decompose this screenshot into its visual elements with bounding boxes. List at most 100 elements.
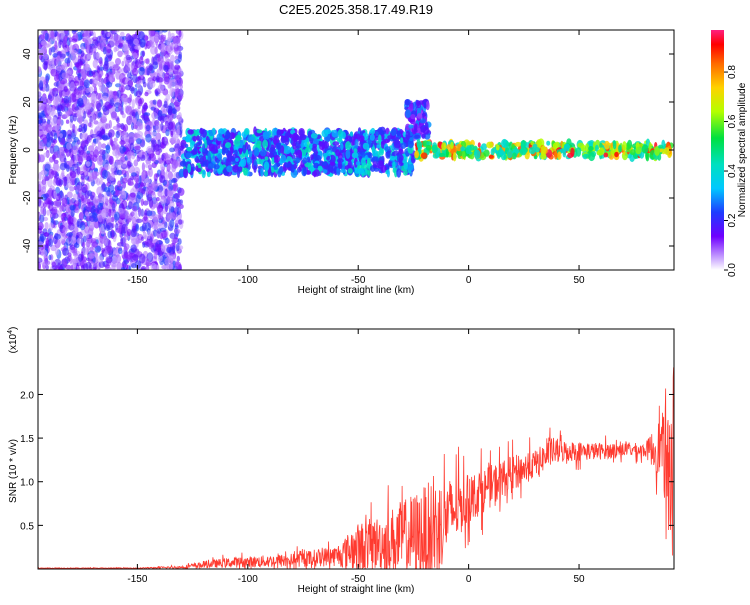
spectrogram-cell [101, 134, 109, 140]
spectrogram-cell [414, 134, 421, 139]
spectrogram-cell [150, 45, 157, 55]
spectrogram-cell [156, 68, 164, 78]
spectrogram-cell [312, 137, 319, 146]
spectrogram-cell [298, 149, 302, 159]
spectrogram-cell [169, 219, 175, 228]
spectrogram-cell [377, 134, 382, 144]
spectrogram-cell [176, 255, 180, 262]
spectrogram-cell [63, 216, 68, 221]
spectrogram-cell [141, 171, 146, 180]
spectrogram-cell [51, 206, 58, 216]
spectrogram-cell [400, 142, 407, 149]
spectrogram-x-axis-label: Height of straight line (km) [298, 285, 415, 296]
spectrogram-cell [132, 239, 137, 245]
spectrogram-cell [68, 198, 73, 204]
spectrogram-cell [54, 40, 58, 51]
spectrogram-cell [53, 30, 58, 37]
spectrogram-cell [148, 164, 152, 171]
spectrogram-cell [263, 161, 270, 172]
spectrogram-cell [121, 169, 127, 176]
spectrogram-cell [409, 103, 414, 109]
spectrogram-y-ticks: -40 -20 0 20 40 [22, 48, 674, 253]
spectrogram-cell [173, 101, 179, 106]
spectrogram-cell [73, 80, 80, 86]
spectrogram-cell [84, 190, 90, 199]
spectrogram-cell [50, 30, 54, 39]
spectrogram-cell [76, 231, 83, 240]
y-tick-label: 1.0 [20, 478, 34, 489]
spectrogram-cell [72, 30, 79, 33]
spectrogram-cell [102, 154, 106, 161]
spectrogram-cell [125, 84, 131, 91]
spectrogram-cell [96, 156, 104, 166]
spectrogram-cell [361, 151, 366, 159]
spectrogram-cell [150, 131, 157, 136]
spectrogram-cell [141, 222, 147, 232]
spectrogram-cell [54, 97, 59, 106]
spectrogram-cell [359, 135, 365, 143]
spectrogram-cell [94, 72, 99, 81]
spectrogram-cell [322, 169, 328, 174]
spectrogram-cell [460, 146, 465, 152]
spectrogram-cell [116, 117, 120, 124]
spectrogram-cell [559, 148, 566, 154]
snr-y-multiplier-close: ) [8, 327, 19, 330]
spectrogram-cell [50, 46, 56, 53]
spectrogram-cell [74, 88, 80, 96]
spectrogram-cell [164, 257, 170, 266]
spectrogram-cell [102, 63, 109, 72]
spectrogram-cell [70, 208, 75, 217]
spectrogram-cell [157, 57, 161, 62]
spectrogram-cell [152, 56, 159, 66]
spectrogram-cell [225, 158, 231, 168]
spectrogram-cell [557, 151, 562, 160]
spectrogram-cell [39, 49, 45, 55]
spectrogram-cell [386, 150, 391, 157]
spectrogram-cell [136, 81, 142, 90]
spectrogram-cell [55, 125, 60, 131]
spectrogram-cell [253, 164, 257, 173]
spectrogram-cell [111, 106, 116, 112]
spectrogram-cell [108, 155, 114, 165]
spectrogram-cell [174, 43, 178, 48]
x-tick-label: -100 [238, 275, 258, 286]
spectrogram-cell [488, 154, 494, 159]
spectrogram-cell [133, 132, 138, 142]
spectrogram-cell [277, 169, 282, 178]
spectrogram-cell [242, 144, 247, 154]
spectrogram-cell [138, 207, 142, 217]
spectrogram-cell [66, 232, 73, 237]
spectrogram-cell [159, 175, 166, 184]
spectrogram-cell [88, 122, 92, 128]
spectrogram-cell [157, 84, 165, 94]
spectrogram-cell [167, 121, 174, 130]
spectrogram-cell [157, 189, 163, 198]
spectrogram-cell [284, 162, 291, 168]
spectrogram-cell [44, 222, 49, 230]
spectrogram-cell [171, 238, 177, 243]
spectrogram-cell [185, 135, 191, 143]
spectrogram-cell [65, 119, 70, 124]
spectrogram-cell [140, 267, 146, 270]
spectrogram-cell [126, 151, 132, 160]
spectrogram-cell [92, 31, 96, 40]
spectrogram-cell [495, 144, 500, 151]
spectrogram-cell [505, 140, 509, 147]
spectrogram-cell [134, 260, 142, 269]
spectrogram-cell [164, 188, 168, 197]
spectrogram-cell [76, 237, 81, 245]
spectrogram-cell [425, 145, 432, 151]
spectrogram-cell [42, 41, 48, 46]
spectrogram-cell [349, 131, 354, 137]
spectrogram-cell [135, 236, 141, 245]
spectrogram-cell [313, 162, 320, 169]
spectrogram-cell [376, 144, 381, 149]
spectrogram-cell [357, 168, 365, 175]
spectrogram-cell [169, 254, 176, 262]
spectrogram-cell [145, 58, 150, 65]
spectrogram-cell [337, 160, 342, 169]
spectrogram-cell [274, 154, 280, 163]
spectrogram-cell [426, 141, 433, 146]
spectrogram-cell [612, 140, 617, 150]
spectrogram-cell [68, 234, 72, 242]
